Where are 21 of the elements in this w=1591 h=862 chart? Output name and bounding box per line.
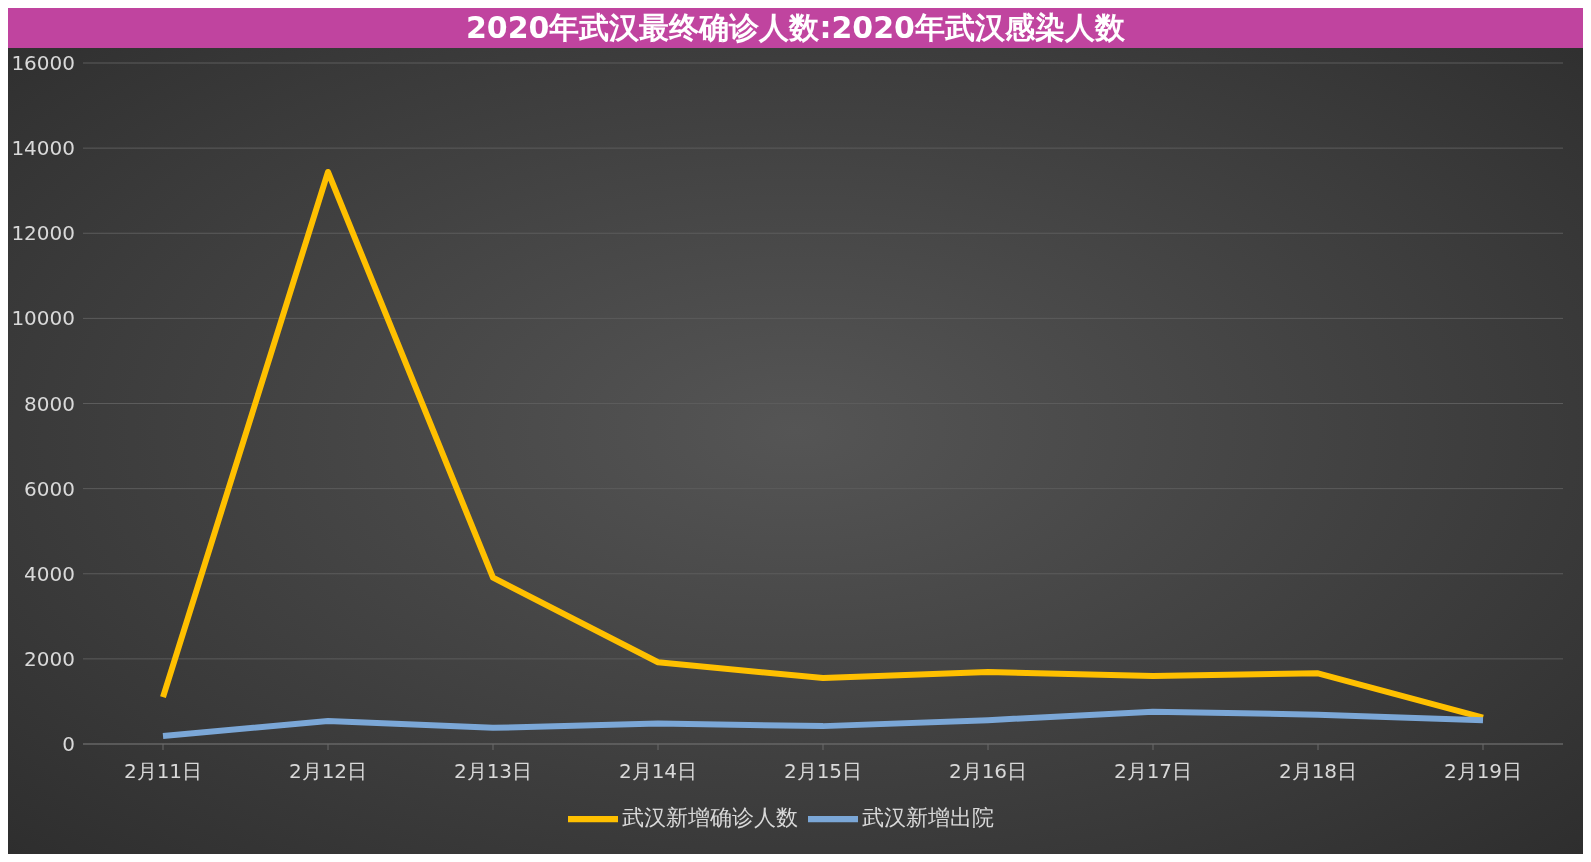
y-tick-label: 12000 bbox=[11, 221, 75, 246]
y-tick-label: 6000 bbox=[24, 476, 75, 501]
x-tick-label: 2月14日 bbox=[618, 759, 698, 784]
x-tick-label: 2月12日 bbox=[288, 759, 368, 784]
y-tick-label: 0 bbox=[62, 732, 75, 757]
x-tick-label: 2月15日 bbox=[783, 759, 863, 784]
legend-label: 武汉新增确诊人数 bbox=[621, 805, 798, 830]
y-tick-label: 8000 bbox=[24, 391, 75, 416]
y-tick-label: 14000 bbox=[11, 136, 75, 161]
y-tick-label: 16000 bbox=[11, 51, 75, 76]
x-tick-label: 2月18日 bbox=[1278, 759, 1358, 784]
x-tick-label: 2月19日 bbox=[1443, 759, 1523, 784]
x-tick-label: 2月11日 bbox=[123, 759, 203, 784]
chart-title: 2020年武汉最终确诊人数:2020年武汉感染人数 bbox=[8, 8, 1583, 48]
x-tick-label: 2月13日 bbox=[453, 759, 533, 784]
legend-label: 武汉新增出院 bbox=[861, 805, 994, 830]
x-tick-label: 2月16日 bbox=[948, 759, 1028, 784]
y-tick-label: 4000 bbox=[24, 561, 75, 586]
x-tick-label: 2月17日 bbox=[1113, 759, 1193, 784]
y-tick-label: 10000 bbox=[11, 306, 75, 331]
y-tick-label: 2000 bbox=[24, 646, 75, 671]
